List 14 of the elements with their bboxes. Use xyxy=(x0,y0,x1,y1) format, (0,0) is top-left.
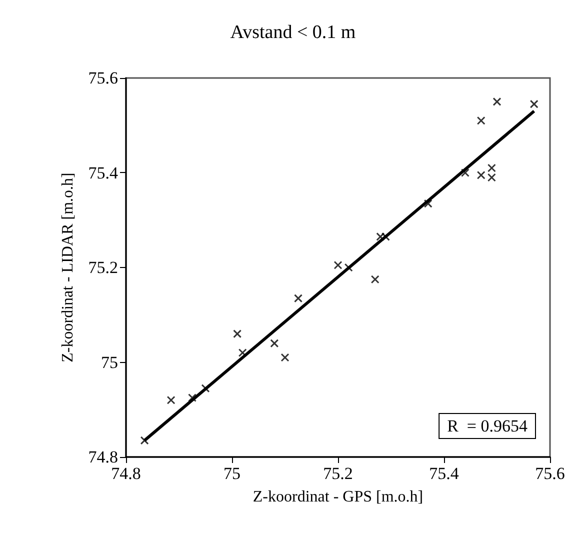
x-axis-title: Z-koordinat - GPS [m.o.h] xyxy=(252,488,424,506)
y-tick-label: 75.6 xyxy=(88,68,118,88)
y-tick-label: 74.8 xyxy=(88,448,118,466)
y-tick-label: 75.2 xyxy=(88,258,118,277)
x-tick-label: 75.6 xyxy=(535,464,565,483)
annotation: R = 0.9654 xyxy=(447,416,528,436)
x-tick-label: 75.4 xyxy=(429,464,460,483)
y-tick-label: 75.4 xyxy=(88,163,118,182)
x-tick-label: 74.8 xyxy=(111,464,141,483)
y-tick-label: 75 xyxy=(101,352,118,372)
x-tick-label: 75 xyxy=(224,464,240,483)
chart-title: Avstand < 0.1 m xyxy=(230,22,356,43)
x-tick-label: 75.2 xyxy=(323,464,353,483)
y-axis-title: Z-koordinat - LIDAR [m.o.h] xyxy=(60,172,76,362)
